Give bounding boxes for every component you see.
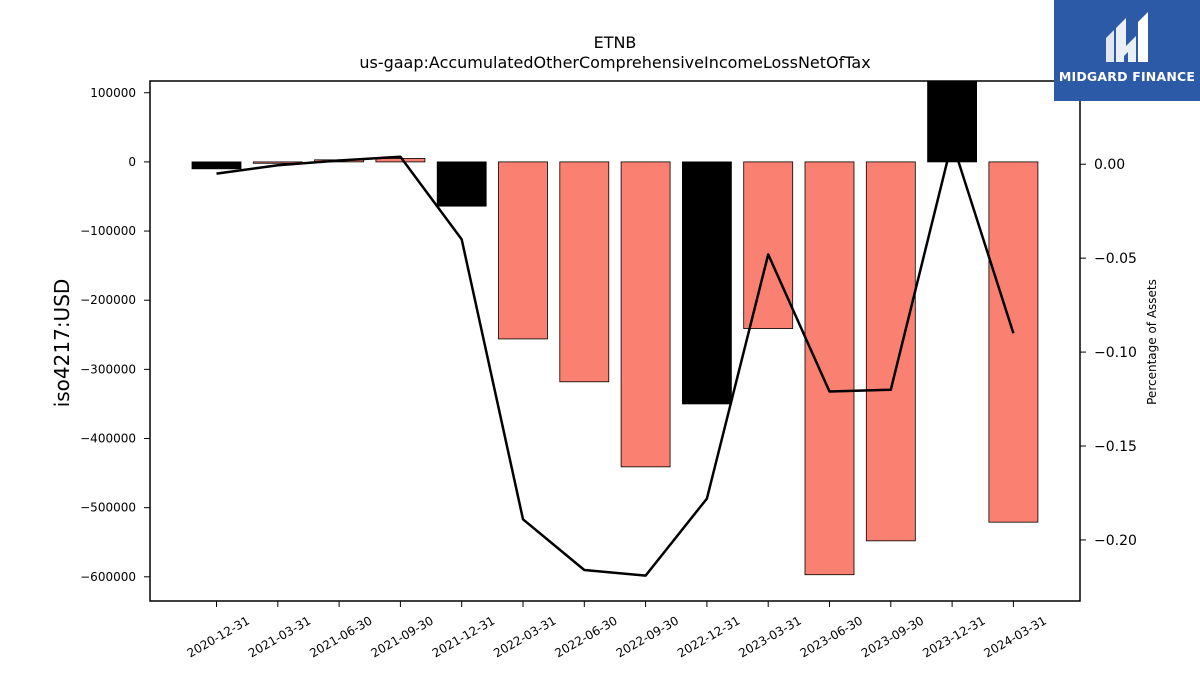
chart-title: ETNB [594,33,637,52]
y-axis-label: iso4217:USD [50,279,74,408]
y-tick-label: −400000 [80,432,136,446]
x-tick-label: 2021-09-30 [368,613,435,660]
plot-frame [149,80,1081,602]
y-right-tick-label: −0.15 [1094,439,1137,455]
chart-subtitle: us-gaap:AccumulatedOtherComprehensiveInc… [359,53,870,72]
brand-logo: MIDGARD FINANCE [1054,0,1200,101]
x-tick-label: 2022-12-31 [675,613,742,660]
y-tick-label: −300000 [80,362,136,376]
bar-2020-12-31 [191,161,242,170]
y-right-tick-label: −0.10 [1094,345,1137,361]
x-tick-label: 2023-12-31 [920,613,987,660]
bar-2022-03-31 [498,161,548,340]
brand-name: MIDGARD FINANCE [1058,69,1196,84]
y-tick-label: −200000 [80,293,136,307]
x-axis: 2020-12-312021-03-312021-06-302021-09-30… [185,601,1049,660]
bar-2023-06-30 [804,161,855,576]
x-tick-label: 2021-03-31 [246,613,313,660]
bar-2024-03-31 [988,161,1039,523]
x-tick-label: 2022-09-30 [614,613,681,660]
bar-2023-12-31 [927,80,977,163]
x-tick-label: 2023-09-30 [859,613,926,660]
x-tick-label: 2023-03-31 [736,613,803,660]
y-axis-right: 0.00 −0.05 −0.10 −0.15 −0.20 [1080,157,1137,549]
y-tick-label: 100000 [90,86,136,100]
bar-2023-09-30 [865,161,916,542]
x-tick-label: 2021-12-31 [430,613,497,660]
y-right-tick-label: −0.20 [1094,533,1137,549]
x-tick-label: 2020-12-31 [185,613,252,660]
y-axis-left: 100000 0 −100000 −200000 −300000 −400000 −5000… [80,86,150,584]
x-tick-label: 2022-06-30 [552,613,619,660]
bar-2022-12-31 [682,161,732,405]
x-tick-label: 2021-06-30 [307,613,374,660]
bar-series [191,80,1039,576]
x-tick-label: 2024-03-31 [981,613,1048,660]
line-series [216,140,1015,577]
bar-2021-12-31 [436,161,487,207]
y-tick-label: −600000 [80,570,136,584]
y-tick-label: 0 [128,155,136,169]
y-tick-label: −500000 [80,501,136,515]
midgard-logo-icon [1106,12,1148,62]
y-right-tick-label: 0.00 [1094,157,1125,173]
bar-2022-06-30 [559,161,610,383]
bar-2023-03-31 [743,161,794,329]
percentage-line [216,140,1015,577]
y-tick-label: −100000 [80,224,136,238]
bar-2022-09-30 [620,161,671,468]
x-tick-label: 2023-06-30 [798,613,865,660]
x-tick-label: 2022-03-31 [491,613,558,660]
y-axis-right-label: Percentage of Assets [1145,279,1159,405]
y-right-tick-label: −0.05 [1094,251,1137,267]
